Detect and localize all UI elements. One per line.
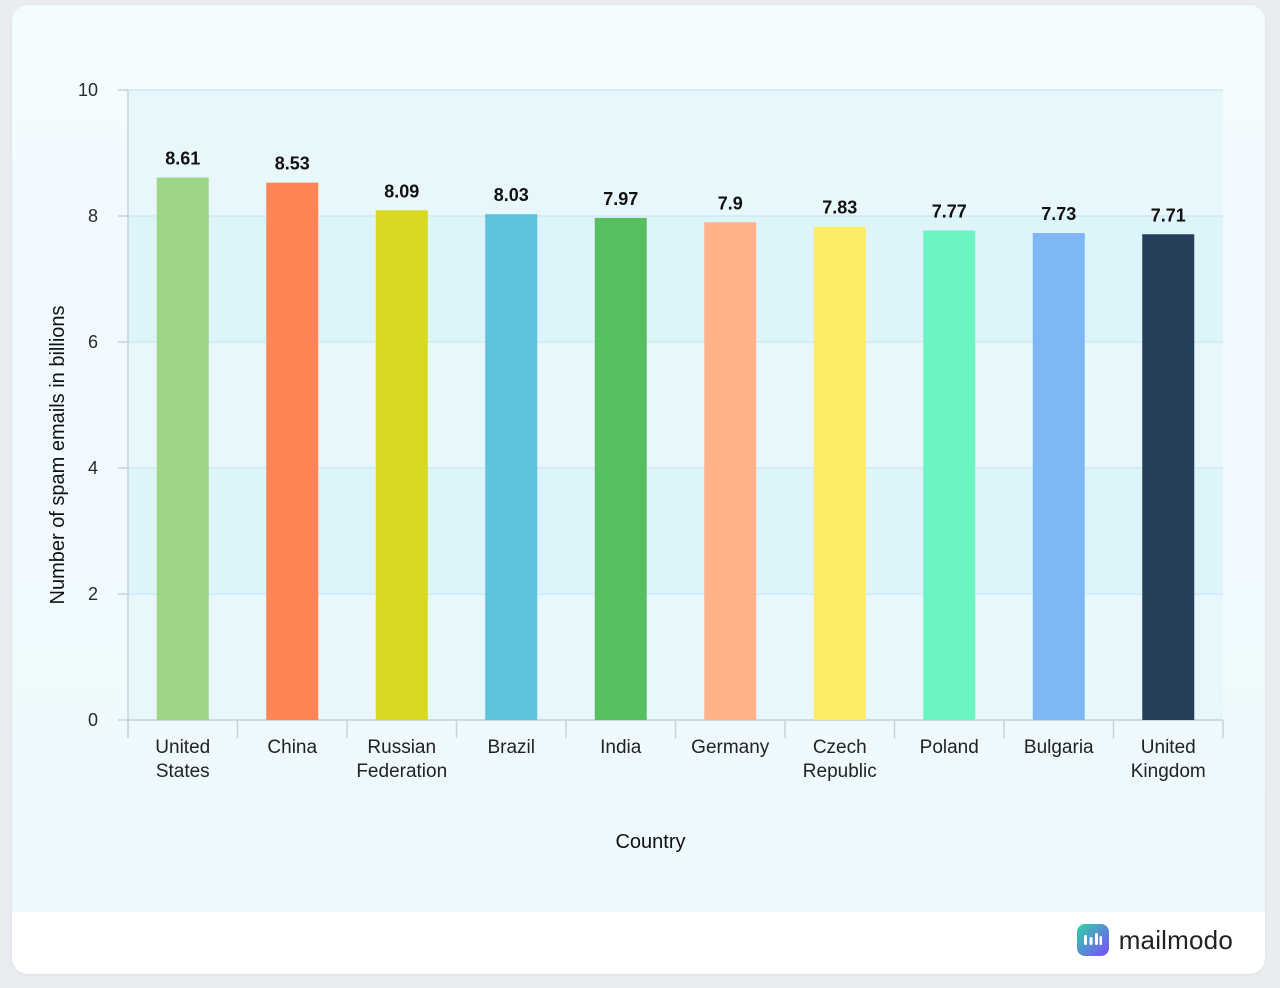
x-tick-label-line: India	[600, 737, 642, 758]
y-tick-label: 6	[88, 332, 98, 352]
bar	[156, 177, 209, 720]
x-tick-label-line: Kingdom	[1131, 761, 1206, 782]
x-tick-label-line: Russian	[367, 737, 436, 758]
bar	[594, 217, 647, 720]
y-tick-label: 4	[88, 458, 98, 478]
mailmodo-logo-icon	[1076, 924, 1109, 956]
chart-card: 0 2 4 6 8 10 8.61 United States 8.53 China 8.09 Russ…	[12, 5, 1265, 974]
x-tick-label: Brazil	[487, 737, 535, 758]
x-tick-label-line: Federation	[356, 761, 447, 782]
y-tick-label: 0	[88, 710, 98, 730]
x-tick-label-line: States	[156, 761, 210, 782]
brand-name: mailmodo	[1118, 924, 1233, 955]
x-tick-label: Russian Federation	[356, 737, 447, 782]
data-label: 8.03	[494, 185, 529, 205]
data-label: 8.53	[275, 154, 310, 174]
y-axis-title: Number of spam emails in billions	[47, 305, 69, 604]
x-tick-label-line: China	[267, 737, 317, 758]
x-tick-label: Bulgaria	[1024, 737, 1094, 758]
bar	[704, 222, 757, 721]
data-label: 7.73	[1041, 204, 1076, 224]
x-tick-label-line: Brazil	[487, 737, 535, 758]
x-tick-label: United Kingdom	[1131, 737, 1206, 782]
x-tick-label-line: Czech	[813, 737, 867, 758]
bar	[923, 230, 976, 721]
x-axis-title: Country	[615, 831, 685, 853]
brand-logo: mailmodo	[1076, 924, 1233, 956]
y-tick-label: 10	[78, 80, 98, 100]
bar	[1032, 233, 1085, 720]
x-tick-label: India	[600, 737, 642, 758]
data-label: 7.71	[1151, 205, 1186, 225]
data-label: 8.09	[384, 181, 419, 201]
x-tick-label-line: United	[1141, 737, 1196, 758]
x-tick-label-line: Republic	[803, 761, 877, 782]
x-tick-label: Czech Republic	[803, 737, 877, 782]
data-label: 7.77	[932, 201, 967, 221]
x-tick-label: Germany	[691, 737, 770, 758]
y-tick-label: 2	[88, 584, 98, 604]
data-label: 7.83	[822, 198, 857, 218]
x-tick-label: China	[267, 737, 317, 758]
x-tick-label-line: United	[155, 737, 210, 758]
x-tick-label: United States	[155, 737, 210, 782]
x-tick-label-line: Germany	[691, 737, 770, 758]
bar	[375, 210, 428, 720]
bar	[813, 226, 866, 720]
data-label: 7.9	[718, 193, 743, 213]
x-tick-label-line: Poland	[920, 737, 979, 758]
data-label: 7.97	[603, 189, 638, 209]
x-tick-label-line: Bulgaria	[1024, 737, 1094, 758]
bar	[1142, 234, 1195, 720]
x-tick-label: Poland	[920, 737, 979, 758]
bar	[485, 214, 538, 721]
y-tick-label: 8	[88, 206, 98, 226]
data-label: 8.61	[165, 149, 200, 169]
bar-chart: 0 2 4 6 8 10 8.61 United States 8.53 China 8.09 Russ…	[47, 80, 1224, 853]
bar	[266, 182, 319, 721]
